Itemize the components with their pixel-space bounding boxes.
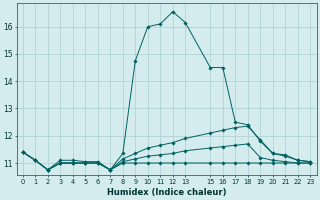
X-axis label: Humidex (Indice chaleur): Humidex (Indice chaleur) [107,188,226,197]
